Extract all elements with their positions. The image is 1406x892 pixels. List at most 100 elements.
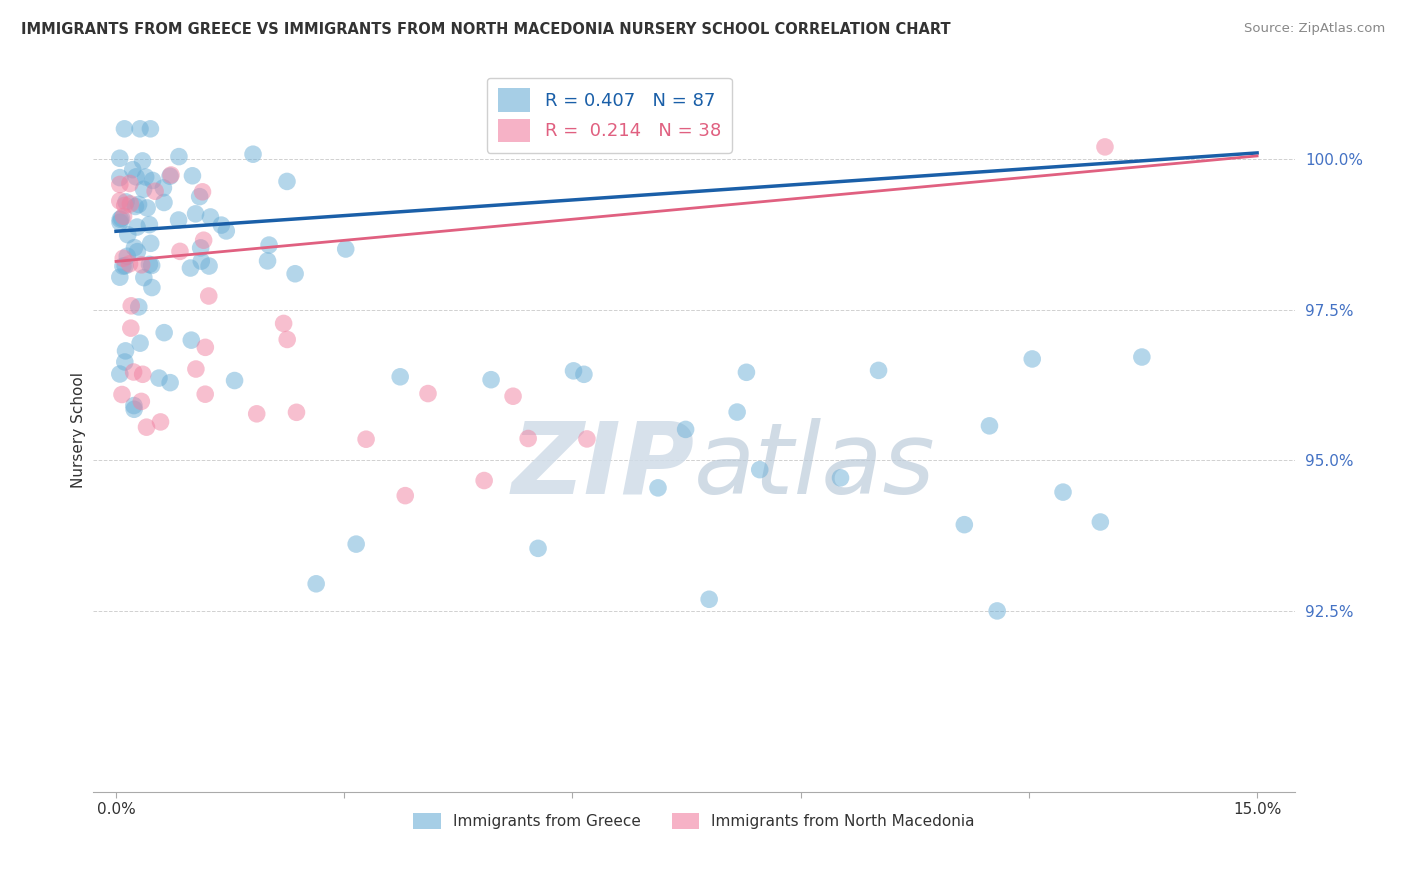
Point (159, 169, 181, 184)
Point (122, 365, 145, 379)
Point (344, 537, 367, 551)
Point (122, 402, 145, 417)
Point (184, 207, 207, 221)
Point (1021, 351, 1043, 366)
Point (135, 169, 157, 184)
Point (416, 386, 439, 401)
Point (124, 241, 146, 255)
Point (127, 244, 149, 259)
Point (868, 363, 890, 377)
Point (129, 336, 152, 351)
Point (124, 199, 146, 213)
Point (502, 389, 524, 403)
Point (135, 420, 157, 434)
Point (138, 218, 160, 232)
Point (114, 343, 136, 358)
Point (120, 299, 142, 313)
Point (120, 321, 142, 335)
Point (111, 259, 134, 273)
Point (111, 387, 134, 401)
Point (159, 376, 181, 390)
Point (141, 280, 163, 294)
Point (575, 432, 598, 446)
Point (141, 259, 163, 273)
Point (167, 213, 190, 227)
Point (180, 333, 202, 347)
Point (169, 244, 191, 259)
Point (394, 489, 416, 503)
Text: Source: ZipAtlas.com: Source: ZipAtlas.com (1244, 22, 1385, 36)
Point (389, 369, 412, 384)
Point (257, 238, 280, 252)
Point (200, 210, 222, 224)
Point (276, 333, 298, 347)
Point (131, 394, 153, 409)
Point (191, 185, 214, 199)
Point (285, 405, 308, 419)
Point (118, 177, 141, 191)
Point (132, 182, 155, 196)
Point (1052, 485, 1074, 500)
Legend: Immigrants from Greece, Immigrants from North Macedonia: Immigrants from Greece, Immigrants from … (408, 806, 981, 835)
Point (125, 169, 148, 184)
Point (735, 365, 758, 379)
Point (190, 254, 212, 268)
Point (149, 415, 172, 429)
Point (148, 371, 170, 385)
Point (830, 471, 852, 485)
Point (479, 373, 502, 387)
Point (273, 317, 295, 331)
Point (132, 270, 155, 285)
Point (139, 121, 162, 136)
Point (153, 326, 176, 340)
Point (198, 259, 221, 273)
Point (114, 121, 136, 136)
Point (179, 260, 201, 275)
Point (953, 517, 976, 532)
Point (979, 418, 1001, 433)
Point (305, 576, 328, 591)
Point (117, 227, 139, 242)
Point (209, 218, 232, 232)
Point (136, 201, 159, 215)
Y-axis label: Nursery School: Nursery School (72, 372, 86, 488)
Point (112, 252, 135, 266)
Point (112, 209, 135, 223)
Point (725, 405, 748, 419)
Point (748, 463, 770, 477)
Point (335, 242, 357, 256)
Point (108, 194, 131, 208)
Point (167, 150, 190, 164)
Point (114, 259, 136, 273)
Point (143, 184, 166, 198)
Point (197, 289, 219, 303)
Point (194, 387, 217, 401)
Point (152, 181, 174, 195)
Point (517, 432, 540, 446)
Point (108, 215, 131, 229)
Point (160, 168, 183, 182)
Point (114, 355, 136, 369)
Point (284, 267, 307, 281)
Point (697, 592, 720, 607)
Point (472, 474, 495, 488)
Point (153, 195, 176, 210)
Point (131, 258, 153, 272)
Point (138, 257, 160, 271)
Point (114, 198, 136, 212)
Point (194, 340, 217, 354)
Point (139, 236, 162, 251)
Point (115, 194, 138, 209)
Point (1130, 350, 1153, 364)
Point (193, 233, 215, 247)
Point (131, 153, 153, 168)
Text: atlas: atlas (695, 418, 936, 515)
Point (1090, 515, 1112, 529)
Point (121, 162, 143, 177)
Point (108, 178, 131, 192)
Point (190, 241, 212, 255)
Point (354, 432, 377, 446)
Point (986, 604, 1008, 618)
Point (181, 169, 204, 183)
Point (256, 253, 278, 268)
